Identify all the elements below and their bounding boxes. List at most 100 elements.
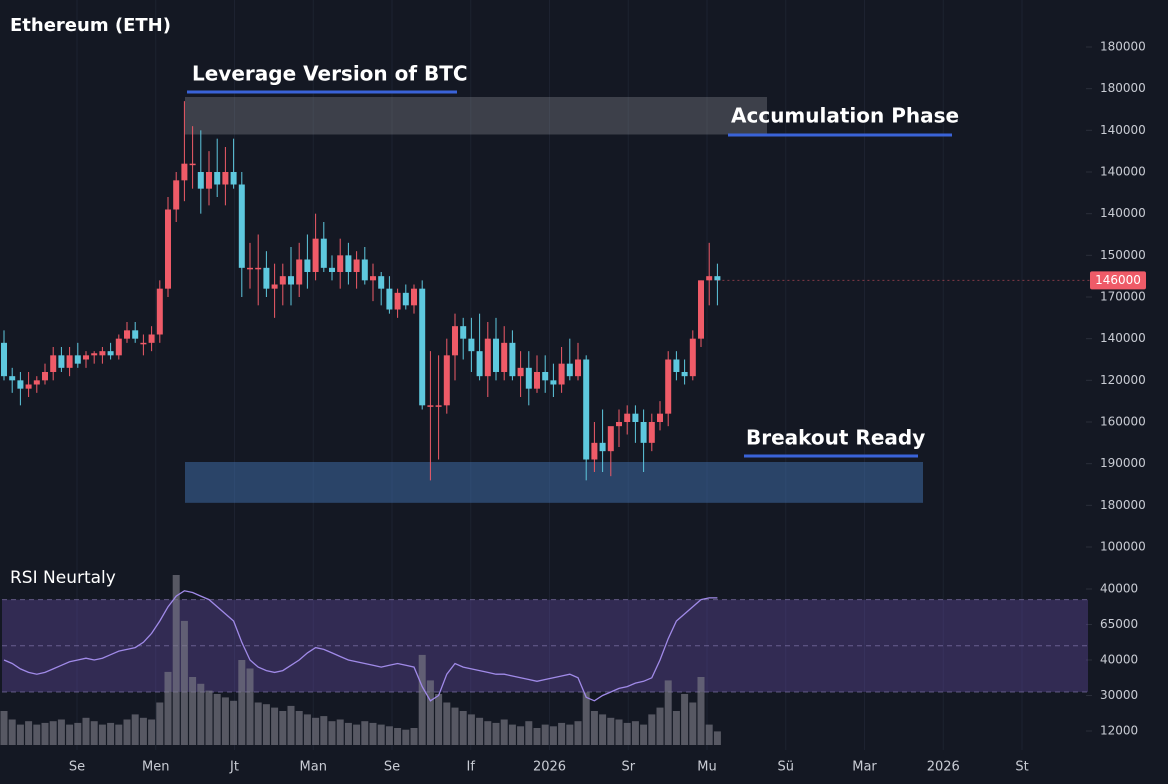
volume-bar [254, 702, 262, 745]
candle-body [501, 342, 508, 372]
rsi-tick-label: 65000 [1100, 617, 1138, 631]
volume-bar [172, 575, 180, 745]
x-tick-label: Se [384, 760, 400, 775]
volume-bar [672, 711, 680, 745]
volume-bar [705, 724, 713, 745]
volume-bar [656, 707, 664, 745]
volume-bar [607, 717, 615, 745]
volume-bar [451, 707, 459, 745]
volume-bar [492, 722, 500, 745]
candle-body [214, 172, 221, 185]
volume-bar [0, 711, 8, 745]
candle-body [222, 172, 229, 185]
candle-body [394, 292, 401, 310]
candle-body [640, 422, 647, 443]
candle-body [411, 288, 417, 306]
candle-body [468, 338, 475, 352]
volume-bar [320, 716, 328, 745]
volume-bar [98, 724, 106, 745]
grid [76, 0, 1092, 750]
volume-bar [180, 620, 188, 745]
candle-body [329, 267, 335, 272]
candle-body [599, 442, 606, 452]
candle-body [148, 334, 155, 343]
candle-body [460, 326, 467, 339]
candle-body [665, 359, 672, 414]
candle-body [99, 351, 106, 356]
volume-bar [57, 719, 65, 745]
volume-bar [205, 690, 213, 745]
candle-body [632, 413, 639, 422]
candle-body [132, 330, 139, 339]
y-tick-label: 120000 [1100, 373, 1146, 387]
annotation: Leverage Version of BTC [192, 62, 468, 86]
volume-bar [303, 714, 311, 745]
candle-body [58, 355, 65, 368]
candle-body [165, 209, 171, 289]
volume-bar [164, 671, 172, 745]
candle-body [361, 259, 368, 281]
candle-body [714, 276, 721, 281]
volume-bar [328, 721, 336, 745]
volume-bar [8, 719, 16, 745]
candle-body [575, 359, 581, 377]
candle-body [1, 342, 7, 377]
volume-bar [631, 721, 639, 745]
y-tick-label: 100000 [1100, 540, 1146, 554]
candle-body [443, 355, 450, 406]
volume-bar [533, 728, 541, 745]
candle-body [238, 184, 245, 268]
candle-body [33, 380, 40, 385]
candle-body [566, 363, 573, 377]
candle-body [312, 238, 319, 272]
volume-bar [361, 721, 369, 745]
volume-bar [443, 702, 451, 745]
candle-body [83, 355, 89, 360]
volume-bar [107, 722, 115, 745]
volume-bar [517, 726, 525, 745]
volume-bar [476, 717, 484, 745]
volume-bar [16, 724, 24, 745]
candle-body [624, 413, 631, 422]
candle-body [509, 342, 516, 377]
candle-body [525, 367, 532, 389]
volume-bar [82, 717, 90, 745]
volume-bar [648, 714, 656, 745]
candle-body [558, 363, 565, 385]
candle-body [263, 267, 270, 289]
volume-bar [123, 719, 131, 745]
candles [1, 101, 721, 481]
volume-bar [90, 721, 98, 745]
candle-body [156, 288, 163, 335]
candle-body [616, 422, 622, 427]
volume-bar [131, 714, 139, 745]
candle-body [107, 351, 114, 356]
volume-bar [369, 722, 377, 745]
zone [185, 462, 923, 503]
candle-body [402, 292, 409, 306]
candle-body [517, 367, 524, 377]
y-tick-label: 140000 [1100, 331, 1146, 345]
candle-body [124, 330, 130, 339]
candle-body [50, 355, 57, 372]
candle-body [66, 355, 73, 368]
zone-label: Accumulation Phase [731, 104, 959, 128]
rsi-pane [0, 575, 1088, 745]
candle-body [115, 338, 122, 356]
candle-body [386, 288, 393, 310]
candle-body [74, 355, 81, 364]
volume-bar [115, 724, 123, 745]
volume-bar [426, 680, 434, 745]
volume-bar [189, 677, 197, 745]
x-tick-label: Man [300, 760, 327, 775]
volume-bar [74, 722, 82, 745]
candle-body [181, 163, 188, 181]
x-tick-label: Se [69, 760, 85, 775]
volume-bar [262, 704, 270, 745]
candle-body [591, 442, 598, 460]
volume-bar [713, 731, 721, 745]
x-tick-label: Mu [697, 760, 716, 775]
rsi-tick-label: 40000 [1100, 653, 1138, 667]
candle-body [255, 267, 262, 270]
volume-bar [582, 692, 590, 745]
